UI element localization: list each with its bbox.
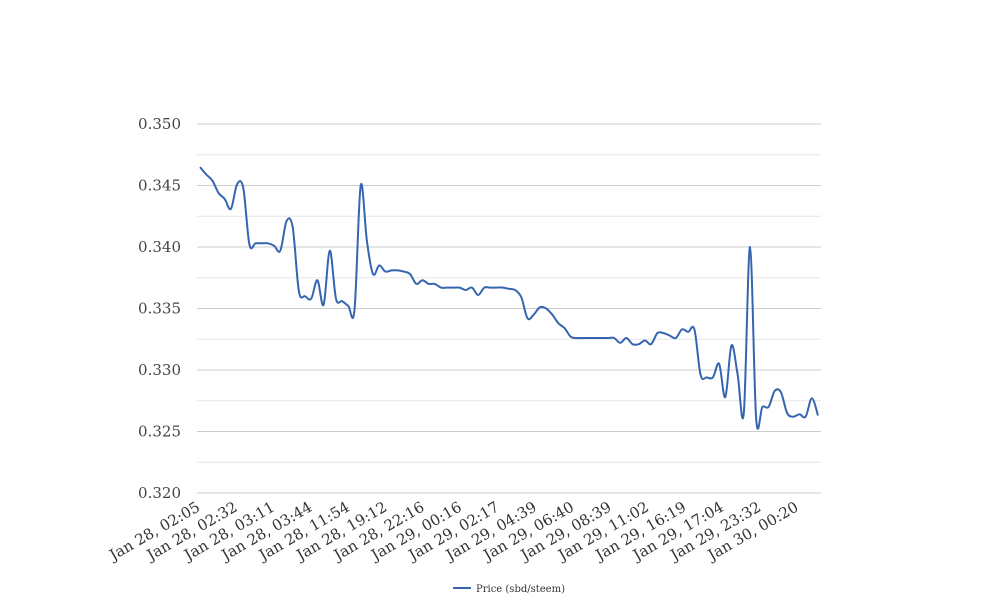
y-tick-label: 0.350 <box>138 115 181 133</box>
y-tick-label: 0.345 <box>138 177 181 195</box>
gridlines <box>197 123 821 494</box>
legend: Price (sbd/steem) <box>453 584 565 595</box>
y-tick-label: 0.335 <box>138 300 181 318</box>
series-group <box>199 166 819 430</box>
y-tick-label: 0.325 <box>138 423 181 441</box>
y-tick-label: 0.320 <box>138 484 181 502</box>
y-tick-label: 0.330 <box>138 361 181 379</box>
legend-label-price: Price (sbd/steem) <box>476 584 565 595</box>
series-line-price <box>199 166 819 430</box>
y-axis-tick-labels: 0.320 0.325 0.330 0.335 0.340 0.345 0.350 <box>138 115 181 502</box>
y-tick-label: 0.340 <box>138 238 181 256</box>
